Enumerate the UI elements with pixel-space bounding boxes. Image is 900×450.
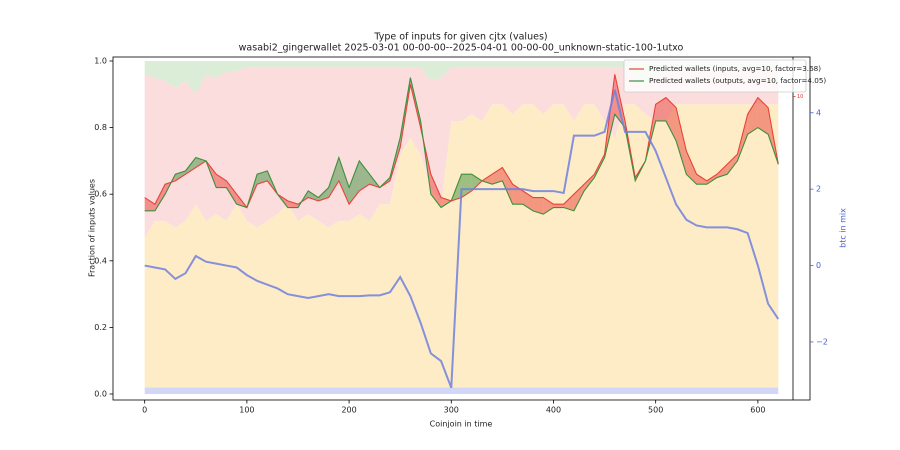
legend-label: Predicted wallets (outputs, avg=10, fact… xyxy=(649,76,826,85)
y-tick-label: 0.6 xyxy=(94,190,107,199)
x-tick-label: 100 xyxy=(239,406,254,415)
legend-box xyxy=(623,59,807,93)
x-tick-label: 400 xyxy=(546,406,561,415)
difference-fill xyxy=(543,197,554,215)
difference-fill xyxy=(318,187,329,201)
background-area xyxy=(144,387,779,395)
difference-fill xyxy=(553,204,564,208)
y-axis-label: Fraction of inputs values xyxy=(88,179,97,277)
difference-fill xyxy=(338,157,350,205)
chart-subtitle: wasabi2_gingerwallet 2025-03-01 00-00-00… xyxy=(239,43,684,54)
background-area xyxy=(144,104,779,388)
difference-fill xyxy=(461,174,472,198)
difference-fill xyxy=(665,97,677,141)
plot-frame xyxy=(112,56,811,401)
y2-tick-label: 0 xyxy=(816,261,821,270)
series-line xyxy=(144,77,779,215)
difference-fill xyxy=(226,180,237,205)
difference-fill xyxy=(308,190,319,201)
legend-label: Predicted wallets (inputs, avg=10, facto… xyxy=(649,64,821,73)
difference-fill xyxy=(430,174,442,208)
y2-tick-label: −2 xyxy=(816,337,828,346)
y-tick-label: 1.0 xyxy=(94,56,107,65)
x-tick-label: 200 xyxy=(341,406,356,415)
y-tick-label: 0.2 xyxy=(94,323,107,332)
difference-fill xyxy=(747,97,758,135)
x-tick-label: 300 xyxy=(444,406,459,415)
difference-fill xyxy=(716,164,728,178)
y3-tick-label: 10 xyxy=(797,94,803,100)
difference-fill xyxy=(216,174,227,188)
plot-area xyxy=(144,60,780,395)
btc-line xyxy=(144,89,780,389)
difference-fill xyxy=(287,200,298,208)
difference-fill xyxy=(676,107,687,175)
difference-fill xyxy=(757,97,769,135)
y2-tick-label: 4 xyxy=(816,108,821,117)
difference-fill xyxy=(441,197,452,208)
difference-fill xyxy=(727,154,738,175)
difference-fill xyxy=(533,197,544,215)
chart-title: Type of inputs for given cjtx (values) xyxy=(373,32,547,43)
y-tick-label: 0.0 xyxy=(94,390,107,399)
y2-tick-label: 2 xyxy=(816,185,821,194)
x-tick-label: 600 xyxy=(750,406,765,415)
difference-fill xyxy=(573,184,585,211)
y-tick-label: 0.4 xyxy=(94,256,107,265)
x-tick-label: 0 xyxy=(142,406,147,415)
difference-fill xyxy=(257,170,268,185)
y2-axis-label: btc in mix xyxy=(839,208,848,248)
difference-fill xyxy=(655,97,666,121)
difference-fill xyxy=(563,194,574,211)
difference-fill xyxy=(471,174,482,191)
difference-fill xyxy=(502,167,513,205)
difference-fill xyxy=(175,170,186,181)
difference-fill xyxy=(154,184,166,211)
y-tick-label: 0.8 xyxy=(94,123,107,132)
x-axis-label: Coinjoin in time xyxy=(430,420,493,429)
difference-fill xyxy=(359,160,370,191)
difference-fill xyxy=(328,157,339,198)
x-tick-label: 500 xyxy=(648,406,663,415)
difference-fill xyxy=(686,150,697,185)
difference-fill xyxy=(144,197,155,211)
difference-fill xyxy=(706,174,717,185)
difference-fill xyxy=(696,174,707,185)
difference-fill xyxy=(492,167,503,185)
